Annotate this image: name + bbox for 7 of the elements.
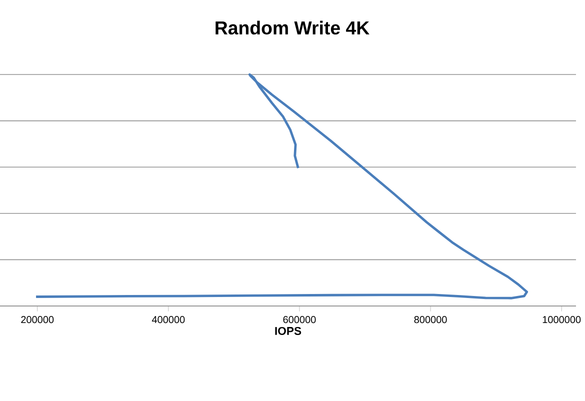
x-tick-label: 400000: [152, 316, 185, 324]
x-tick-label: 800000: [414, 316, 447, 324]
x-axis-title: IOPS: [275, 326, 302, 335]
x-tick-label: 200000: [21, 316, 54, 324]
x-tick-label: 600000: [283, 316, 316, 324]
x-tick-label: 1000000: [542, 316, 581, 324]
chart-title: Random Write 4K: [216, 20, 370, 35]
